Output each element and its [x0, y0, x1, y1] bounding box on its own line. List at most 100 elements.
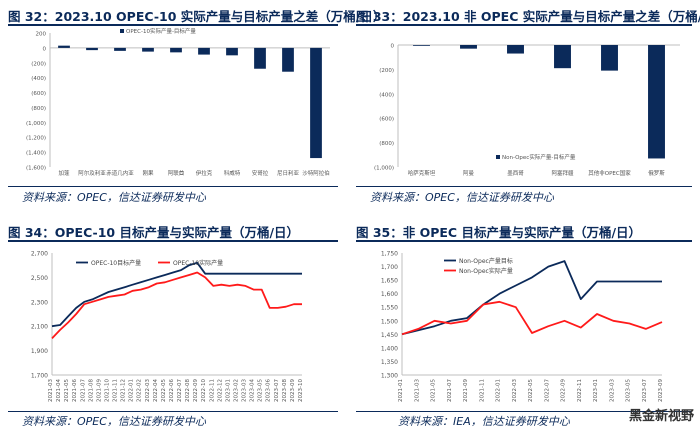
y-tick-label: 2,100: [31, 324, 48, 331]
x-tick-label: 阿曼: [463, 169, 475, 177]
panel-rule-34-bottom: [8, 411, 338, 412]
panel-title-32: 图 32：2023.10 OPEC-10 实际产量与目标产量之差（万桶/日）: [8, 9, 386, 24]
bar-沙特阿拉伯: [310, 47, 322, 159]
x-tick-label: 2021-08: [88, 379, 94, 402]
y-tick-label: (1,000): [26, 121, 46, 127]
y-tick-label: 0: [391, 44, 395, 50]
chart-nonopec-lines: 1,300 1,350 1,400 1,450 1,500 1,550 1,600 1,650…: [381, 251, 664, 402]
x-tick-label: 墨西哥: [507, 170, 524, 177]
bar-加蓬: [58, 45, 70, 48]
panel-rule-32-bottom: [8, 186, 338, 187]
y-tick-label: 1,650: [381, 278, 398, 285]
x-tick-label: 2022-01: [129, 379, 135, 402]
y-tick-label: (1,400): [26, 151, 46, 157]
y-tick-label: (1,200): [26, 136, 46, 142]
legend-label-1: OPEC-10实际产量: [173, 259, 223, 267]
x-tick-label: 科威特: [224, 169, 241, 177]
x-tick-label: 2021-07: [447, 379, 453, 402]
x-tick-label: 2022-04: [153, 379, 159, 402]
bar-阿曼: [460, 45, 477, 49]
y-tick-label: 2,300: [31, 299, 48, 306]
panel-rule-34: [8, 240, 338, 242]
legend-label-0: Non-Opec产量目标: [459, 257, 513, 265]
x-tick-label: 2022-03: [512, 379, 518, 402]
x-tick-label: 2023-03: [242, 379, 248, 402]
legend-label-1: Non-Opec实际产量: [459, 267, 513, 275]
x-tick-label: 2023-02: [233, 379, 239, 402]
x-tick-label: 2021-01: [398, 379, 404, 402]
y-tick-label: 1,550: [381, 305, 398, 312]
x-tick-label: 2023-08: [282, 379, 288, 402]
x-tick-label: 2022-03: [145, 379, 151, 402]
panel-rule-33: [356, 24, 692, 26]
bar-阿联酋: [170, 47, 182, 53]
bar-墨西哥: [507, 45, 524, 54]
legend-swatch: [120, 29, 124, 33]
x-tick-label: 尼日利亚: [277, 169, 300, 177]
panel-rule-35-bottom: [356, 411, 692, 412]
x-tick-label: 2021-05: [64, 379, 70, 402]
x-tick-label: 2022-07: [177, 379, 183, 402]
x-tick-label: 2022-02: [137, 379, 143, 402]
source-note-35: 资料来源：IEA，信达证券研发中心: [398, 415, 570, 428]
bar-科威特: [226, 47, 238, 56]
y-tick-label: 1,700: [381, 264, 398, 271]
y-tick-label: (600): [31, 91, 46, 97]
y-tick-label: 2,500: [31, 275, 48, 282]
y-tick-label: (800): [31, 106, 46, 112]
x-tick-label: 2021-07: [80, 379, 86, 402]
x-tick-label: 2022-06: [169, 379, 175, 402]
x-tick-label: 2023-06: [266, 379, 272, 402]
y-tick-label: (1,000): [374, 166, 394, 172]
x-tick-label: 2022-09: [193, 379, 199, 402]
y-tick-label: 1,400: [381, 345, 398, 352]
series-line-1: [51, 271, 302, 340]
panel-rule-33-bottom: [356, 186, 692, 187]
y-tick-label: 1,900: [31, 348, 48, 355]
y-tick-label: 1,450: [381, 332, 398, 339]
watermark: 黑金新视野: [628, 409, 694, 424]
x-tick-label: 2022-05: [161, 379, 167, 402]
y-tick-label: 1,600: [381, 291, 398, 298]
panel-rule-35: [356, 240, 692, 242]
x-tick-label: 其他非OPEC国家: [588, 169, 631, 177]
x-tick-label: 2023-05: [626, 379, 632, 402]
legend-swatch: [496, 155, 500, 159]
x-tick-label: 2021-03: [414, 379, 420, 402]
x-tick-label: 2023-03: [609, 379, 615, 402]
source-note-33: 资料来源：OPEC，信达证券研发中心: [370, 191, 554, 204]
x-tick-label: 2022-07: [544, 379, 550, 402]
x-tick-label: 2021-11: [113, 379, 119, 402]
x-tick-label: 阿联酋: [168, 169, 185, 177]
x-tick-label: 2021-10: [104, 379, 110, 402]
chart-nonopec-diff: 0 (200) (400) (600) (800) (1,000) 哈萨克斯坦 阿曼 墨西哥 阿塞…: [374, 44, 680, 177]
y-tick-label: 1,700: [31, 373, 48, 380]
x-tick-label: 2021-03: [48, 379, 54, 402]
x-tick-label: 2023-01: [225, 379, 231, 402]
bar-安哥拉: [254, 47, 266, 69]
chart-opec10-diff: 200 0 (200) (400) (600) (800) (1,000) (1,200) (1…: [26, 27, 330, 177]
x-tick-label: 2022-09: [561, 379, 567, 402]
x-tick-label: 哈萨克斯坦: [408, 169, 436, 177]
source-note-34: 资料来源：OPEC，信达证券研发中心: [22, 415, 206, 428]
x-tick-label: 2022-10: [201, 379, 207, 402]
bar-哈萨克斯坦: [413, 45, 430, 46]
chart-opec10-lines: 1,700 1,900 2,100 2,300 2,500 2,700 2021-03 202…: [31, 251, 304, 402]
x-tick-label: 沙特阿拉伯: [302, 169, 330, 177]
bar-其他非OPEC国家: [601, 45, 618, 71]
x-tick-label: 2023-07: [642, 379, 648, 402]
panel-title-34: 图 34：OPEC-10 目标产量与实际产量（万桶/日）: [8, 225, 300, 240]
x-tick-label: 俄罗斯: [648, 169, 665, 177]
x-tick-label: 刚果: [142, 169, 154, 177]
legend-label-0: OPEC-10目标产量: [91, 259, 141, 267]
y-tick-label: (800): [379, 141, 394, 147]
bar-尼日利亚: [282, 47, 294, 72]
y-tick-label: 2,700: [31, 251, 48, 258]
x-tick-label: 安哥拉: [252, 169, 269, 177]
bar-阿尔及利亚: [86, 47, 98, 51]
bar-俄罗斯: [648, 45, 665, 159]
panel-rule-32: [8, 24, 338, 26]
bar-赤道几内亚: [114, 47, 126, 51]
y-tick-label: 200: [36, 32, 47, 38]
x-tick-label: 加蓬: [58, 169, 70, 177]
